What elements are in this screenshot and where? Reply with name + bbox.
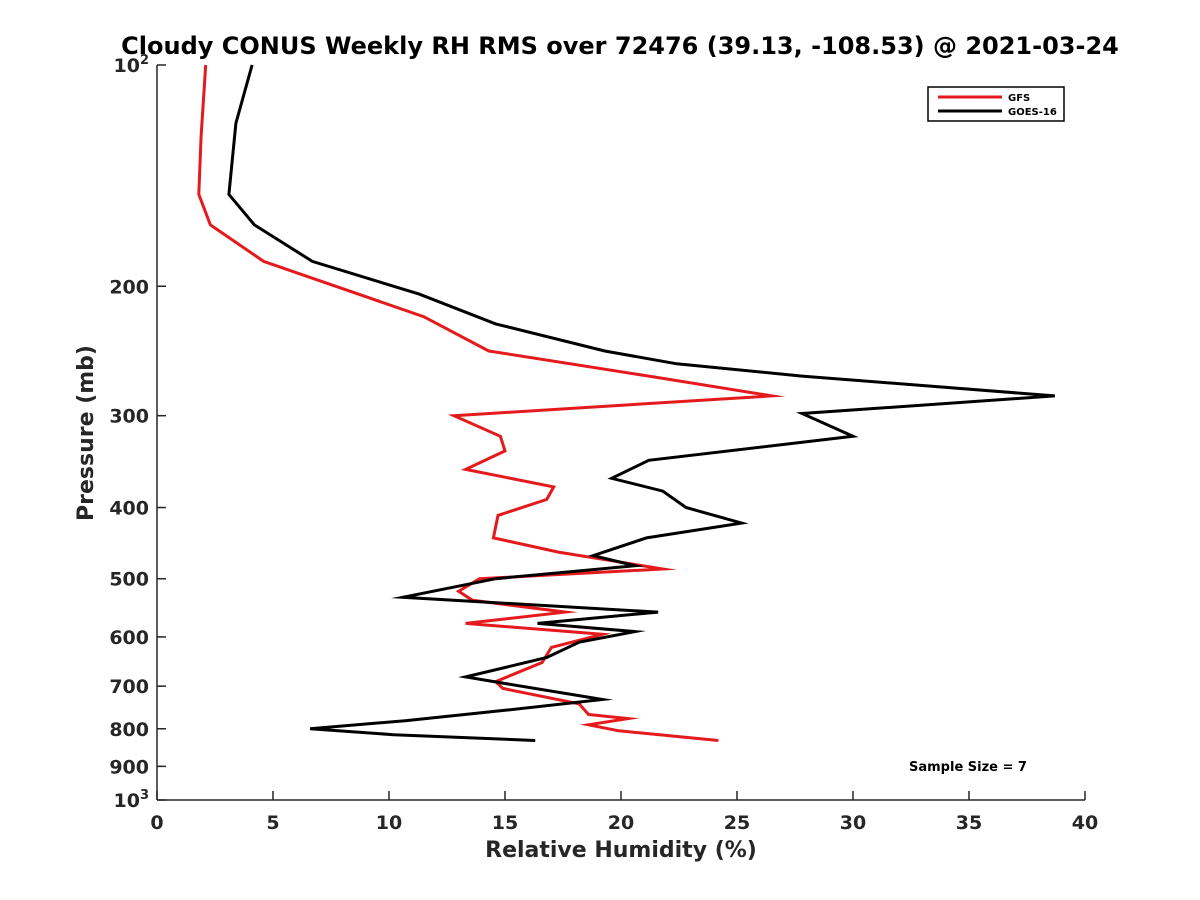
x-tick-label: 15	[492, 812, 518, 834]
x-axis-label: Relative Humidity (%)	[485, 838, 757, 863]
series-layer	[197, 64, 1055, 742]
y-tick-label: 700	[109, 676, 149, 698]
x-tick-label: 0	[150, 812, 163, 834]
y-tick-label: 400	[109, 498, 149, 520]
axes-layer: 0 5 10 15 20 25 30 35 40 102 200 300 400 500 600 700 800…	[109, 53, 1098, 834]
x-tick-label: 20	[608, 812, 634, 834]
x-tick-label: 10	[376, 812, 402, 834]
sample-size-annotation: Sample Size = 7	[909, 760, 1027, 775]
legend-label-gfs: GFS	[1008, 93, 1030, 104]
x-tick-label: 5	[266, 812, 279, 834]
y-tick-label: 600	[109, 627, 149, 649]
y-tick-label: 103	[114, 788, 150, 812]
legend-box	[927, 86, 1065, 122]
legend: GFS GOES-16	[927, 86, 1065, 122]
x-tick-label: 40	[1072, 812, 1098, 834]
y-tick-label: 200	[109, 276, 149, 298]
y-axis-label: Pressure (mb)	[74, 345, 99, 521]
x-tick-label: 35	[956, 812, 982, 834]
y-tick-label: 500	[109, 569, 149, 591]
y-tick-label: 102	[114, 53, 150, 77]
y-tick-label: 900	[109, 756, 149, 778]
y-tick-label: 300	[109, 406, 149, 428]
series-line-goes-16	[227, 64, 1055, 742]
series-line-gfs	[197, 64, 786, 742]
y-tick-label: 800	[109, 719, 149, 741]
x-tick-label: 25	[724, 812, 750, 834]
x-tick-label: 30	[840, 812, 866, 834]
chart-title: Cloudy CONUS Weekly RH RMS over 72476 (3…	[121, 32, 1119, 60]
legend-label-goes-16: GOES-16	[1008, 107, 1057, 118]
